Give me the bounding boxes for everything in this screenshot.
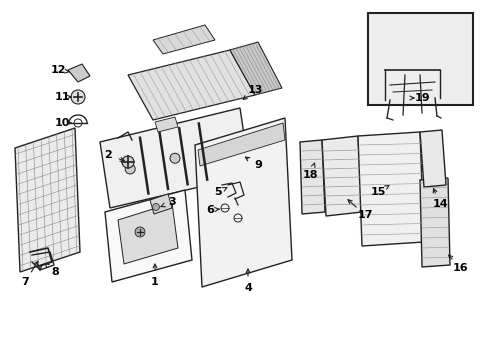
Polygon shape	[105, 190, 192, 282]
Polygon shape	[300, 140, 325, 214]
Polygon shape	[420, 178, 450, 267]
Text: 5: 5	[214, 187, 222, 197]
Text: 17: 17	[357, 210, 373, 220]
Text: 14: 14	[432, 199, 448, 209]
Text: 15: 15	[370, 187, 386, 197]
Polygon shape	[153, 25, 215, 54]
Polygon shape	[128, 50, 255, 120]
Text: 6: 6	[206, 205, 214, 215]
Text: 3: 3	[168, 197, 176, 207]
Text: 2: 2	[104, 150, 112, 160]
Polygon shape	[230, 42, 282, 95]
Text: 19: 19	[414, 93, 430, 103]
Circle shape	[125, 164, 135, 174]
Circle shape	[122, 156, 134, 168]
Circle shape	[215, 143, 225, 153]
Text: 9: 9	[254, 160, 262, 170]
Circle shape	[152, 203, 160, 211]
Text: 18: 18	[302, 170, 318, 180]
Polygon shape	[150, 194, 172, 214]
Text: 4: 4	[244, 283, 252, 293]
Text: 13: 13	[247, 85, 263, 95]
Text: 1: 1	[151, 277, 159, 287]
Polygon shape	[198, 123, 285, 166]
Polygon shape	[155, 117, 178, 132]
Polygon shape	[195, 118, 292, 287]
Circle shape	[170, 153, 180, 163]
Text: 16: 16	[452, 263, 468, 273]
Text: 10: 10	[54, 118, 70, 128]
Polygon shape	[420, 130, 446, 187]
Polygon shape	[100, 108, 250, 208]
Text: 12: 12	[50, 65, 66, 75]
Polygon shape	[322, 136, 362, 216]
Circle shape	[71, 90, 85, 104]
Polygon shape	[358, 132, 424, 246]
Text: 8: 8	[51, 267, 59, 277]
Text: 7: 7	[21, 277, 29, 287]
Polygon shape	[118, 203, 178, 264]
Polygon shape	[15, 128, 80, 272]
Circle shape	[135, 227, 145, 237]
Text: 11: 11	[54, 92, 70, 102]
Polygon shape	[68, 64, 90, 82]
Bar	[368, 13, 473, 105]
